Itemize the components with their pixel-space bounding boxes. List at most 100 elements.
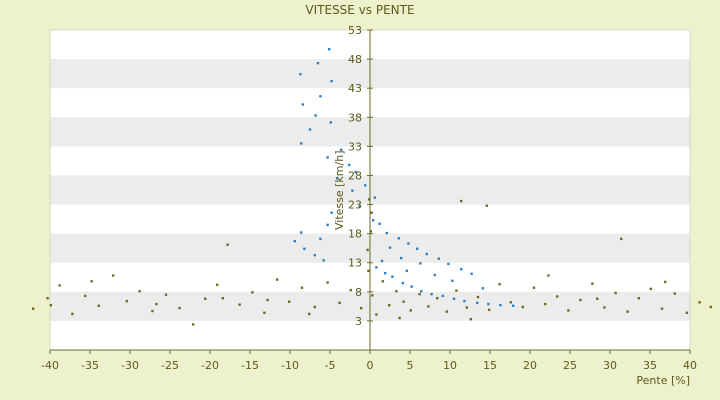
- point-olive: [567, 309, 570, 312]
- point-olive: [263, 311, 266, 314]
- point-olive: [395, 290, 398, 293]
- x-tick-label: 30: [603, 359, 617, 372]
- point-olive: [178, 306, 181, 310]
- point-olive: [97, 304, 100, 307]
- point-blue: [430, 292, 433, 296]
- x-tick-label: 10: [443, 359, 457, 372]
- point-olive: [367, 269, 370, 273]
- point-blue: [314, 114, 317, 117]
- y-tick-label: 23: [348, 199, 362, 212]
- point-blue: [397, 237, 400, 240]
- point-olive: [366, 248, 369, 252]
- point-olive: [673, 292, 676, 295]
- point-blue: [316, 61, 320, 65]
- y-tick-label: 8: [355, 286, 362, 299]
- point-olive: [626, 310, 629, 313]
- point-blue: [308, 128, 312, 131]
- point-blue: [303, 247, 306, 250]
- point-olive: [49, 304, 52, 307]
- point-blue: [326, 223, 329, 227]
- point-olive: [476, 295, 480, 299]
- point-olive: [698, 301, 701, 304]
- y-tick-label: 13: [348, 257, 362, 270]
- point-olive: [620, 237, 623, 241]
- point-olive: [591, 282, 594, 285]
- y-tick-label: 43: [348, 82, 362, 95]
- x-axis-label: Pente [%]: [636, 374, 690, 387]
- point-blue: [476, 301, 479, 305]
- point-olive: [204, 297, 207, 300]
- point-blue: [470, 272, 473, 275]
- point-blue: [391, 275, 394, 278]
- point-blue: [373, 196, 376, 199]
- point-blue: [378, 222, 381, 225]
- x-tick-label: -30: [121, 359, 139, 372]
- point-olive: [216, 283, 219, 287]
- y-axis-label: Vitesse [km/h]: [333, 151, 346, 231]
- x-tick-label: 5: [407, 359, 414, 372]
- point-olive: [488, 308, 491, 312]
- point-olive: [226, 243, 229, 246]
- point-blue: [487, 302, 490, 306]
- point-olive: [532, 286, 536, 289]
- point-olive: [368, 198, 371, 201]
- point-blue: [405, 269, 408, 273]
- point-blue: [299, 73, 302, 76]
- point-olive: [614, 291, 617, 295]
- point-blue: [354, 170, 357, 174]
- x-tick-label: -40: [41, 359, 59, 372]
- point-olive: [709, 305, 712, 309]
- x-tick-label: -25: [161, 359, 179, 372]
- point-blue: [348, 163, 351, 167]
- point-blue: [319, 237, 322, 241]
- x-tick-label: 25: [563, 359, 577, 372]
- point-blue: [512, 304, 515, 307]
- chart-title: VITESSE vs PENTE: [305, 3, 414, 17]
- point-blue: [301, 103, 304, 106]
- y-tick-label: 48: [348, 53, 362, 66]
- point-olive: [381, 280, 384, 283]
- point-olive: [221, 297, 224, 300]
- point-olive: [637, 297, 640, 300]
- point-blue: [447, 262, 450, 266]
- x-tick-label: -10: [281, 359, 299, 372]
- x-tick-label: 35: [643, 359, 657, 372]
- point-blue: [388, 246, 392, 249]
- point-blue: [364, 184, 367, 187]
- point-olive: [455, 289, 458, 292]
- point-olive: [649, 287, 652, 291]
- y-tick-label: 33: [348, 140, 362, 153]
- point-blue: [433, 273, 436, 277]
- point-blue: [319, 95, 322, 98]
- point-olive: [370, 211, 373, 214]
- x-tick-label: -15: [241, 359, 259, 372]
- point-blue: [416, 247, 419, 250]
- point-blue: [460, 267, 463, 271]
- point-olive: [398, 316, 401, 320]
- point-blue: [351, 189, 354, 192]
- point-olive: [125, 299, 128, 303]
- point-olive: [388, 304, 391, 307]
- point-olive: [547, 274, 550, 277]
- point-olive: [498, 283, 501, 286]
- point-olive: [603, 306, 606, 309]
- point-olive: [71, 312, 74, 316]
- point-blue: [401, 281, 404, 285]
- point-blue: [329, 121, 332, 124]
- point-blue: [481, 287, 484, 290]
- point-blue: [322, 259, 325, 262]
- point-olive: [544, 302, 547, 306]
- point-olive: [32, 307, 35, 310]
- point-olive: [308, 312, 311, 316]
- x-tick-label: -35: [81, 359, 99, 372]
- point-olive: [251, 291, 254, 294]
- point-olive: [556, 295, 559, 298]
- point-olive: [84, 294, 87, 298]
- x-tick-label: 15: [483, 359, 497, 372]
- point-olive: [349, 288, 352, 292]
- point-olive: [338, 301, 341, 305]
- point-olive: [46, 297, 49, 300]
- point-olive: [660, 307, 664, 310]
